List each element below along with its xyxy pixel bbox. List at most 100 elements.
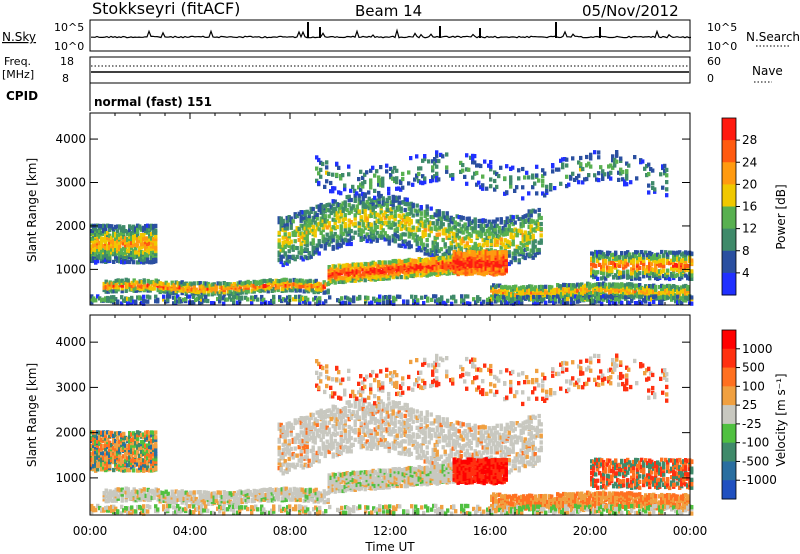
heatmap-cell — [593, 150, 597, 155]
heatmap-cell — [212, 290, 216, 295]
heatmap-cell — [337, 219, 341, 224]
heatmap-cell — [248, 281, 252, 286]
heatmap-cell — [554, 287, 558, 292]
heatmap-cell — [606, 286, 610, 291]
heatmap-cell — [480, 301, 484, 306]
y-tick-label: 3000 — [55, 176, 86, 190]
heatmap-cell — [162, 294, 166, 299]
heatmap-cell — [346, 296, 350, 301]
heatmap-cell — [506, 301, 510, 306]
heatmap-cell — [377, 213, 381, 218]
heatmap-cell — [555, 167, 559, 172]
heatmap-cell — [608, 284, 612, 289]
heatmap-cell — [652, 258, 656, 263]
heatmap-cell — [647, 183, 651, 188]
heatmap-cell — [130, 280, 134, 285]
heatmap-cell — [128, 232, 132, 237]
heatmap-cell — [662, 294, 666, 300]
heatmap-cell — [626, 262, 630, 267]
heatmap-cell — [493, 178, 497, 184]
heatmap-cell — [98, 430, 102, 435]
heatmap-cell — [661, 185, 665, 190]
heatmap-cell — [651, 168, 655, 173]
heatmap-cell — [341, 276, 345, 281]
heatmap-cell — [550, 294, 554, 299]
heatmap-cell — [504, 250, 508, 255]
heatmap-cell — [686, 263, 690, 268]
heatmap-cell — [401, 224, 405, 229]
heatmap-cell — [198, 288, 202, 293]
heatmap-cell — [664, 295, 668, 300]
heatmap-cell — [349, 241, 353, 247]
heatmap-cell — [475, 234, 479, 239]
heatmap-cell — [644, 288, 648, 293]
heatmap-cell — [104, 443, 108, 449]
heatmap-cell — [311, 248, 315, 253]
heatmap-cell — [481, 183, 485, 188]
heatmap-cell — [604, 282, 608, 287]
heatmap-cell — [592, 298, 596, 303]
heatmap-cell — [194, 297, 198, 302]
heatmap-cell — [385, 274, 389, 279]
heatmap-cell — [405, 197, 409, 202]
heatmap-cell — [684, 268, 688, 273]
heatmap-cell — [301, 226, 305, 231]
heatmap-cell — [285, 242, 289, 247]
heatmap-cell — [371, 262, 375, 268]
heatmap-cell — [373, 275, 377, 280]
heatmap-cell — [589, 152, 593, 157]
heatmap-cell — [577, 180, 581, 185]
heatmap-cell — [102, 456, 106, 461]
heatmap-cell — [531, 248, 535, 253]
heatmap-cell — [524, 294, 528, 299]
heatmap-cell — [472, 267, 476, 272]
heatmap-cell — [134, 286, 138, 291]
heatmap-cell — [659, 172, 663, 177]
heatmap-cell — [306, 281, 310, 286]
heatmap-cell — [256, 280, 260, 285]
heatmap-cell — [496, 250, 500, 255]
heatmap-cell — [521, 215, 525, 220]
heatmap-cell — [437, 177, 441, 182]
heatmap-cell — [102, 297, 106, 302]
heatmap-cell — [590, 256, 594, 261]
heatmap-cell — [403, 258, 407, 264]
heatmap-cell — [168, 286, 172, 291]
heatmap-cell — [458, 262, 462, 267]
heatmap-cell — [600, 301, 604, 306]
heatmap-cell — [666, 286, 670, 291]
heatmap-cell — [452, 252, 456, 257]
heatmap-cell — [523, 242, 527, 247]
heatmap-cell — [206, 286, 210, 291]
heatmap-cell — [323, 246, 327, 251]
heatmap-cell — [194, 289, 198, 294]
heatmap-cell — [469, 247, 473, 252]
heatmap-cell — [321, 225, 325, 230]
heatmap-cell — [429, 206, 433, 211]
heatmap-cell — [654, 296, 658, 301]
heatmap-cell — [411, 272, 415, 277]
heatmap-cell — [451, 225, 455, 230]
heatmap-cell — [313, 220, 317, 225]
heatmap-cell — [98, 234, 102, 239]
heatmap-cell — [132, 283, 136, 288]
heatmap-cell — [226, 297, 230, 302]
heatmap-cell — [299, 218, 303, 223]
heatmap-cell — [331, 172, 335, 177]
heatmap-cell — [363, 266, 367, 271]
heatmap-cell — [507, 253, 511, 258]
heatmap-cell — [353, 213, 357, 218]
heatmap-cell — [395, 176, 399, 181]
heatmap-cell — [359, 200, 363, 205]
heatmap-cell — [498, 252, 502, 257]
heatmap-cell — [476, 295, 480, 300]
heatmap-cell — [431, 240, 435, 245]
heatmap-cell — [545, 184, 549, 189]
heatmap-cell — [425, 251, 429, 256]
heatmap-cell — [348, 301, 352, 306]
heatmap-cell — [409, 228, 413, 233]
heatmap-cell — [162, 297, 166, 302]
heatmap-cell — [668, 290, 672, 295]
heatmap-cell — [600, 282, 604, 287]
